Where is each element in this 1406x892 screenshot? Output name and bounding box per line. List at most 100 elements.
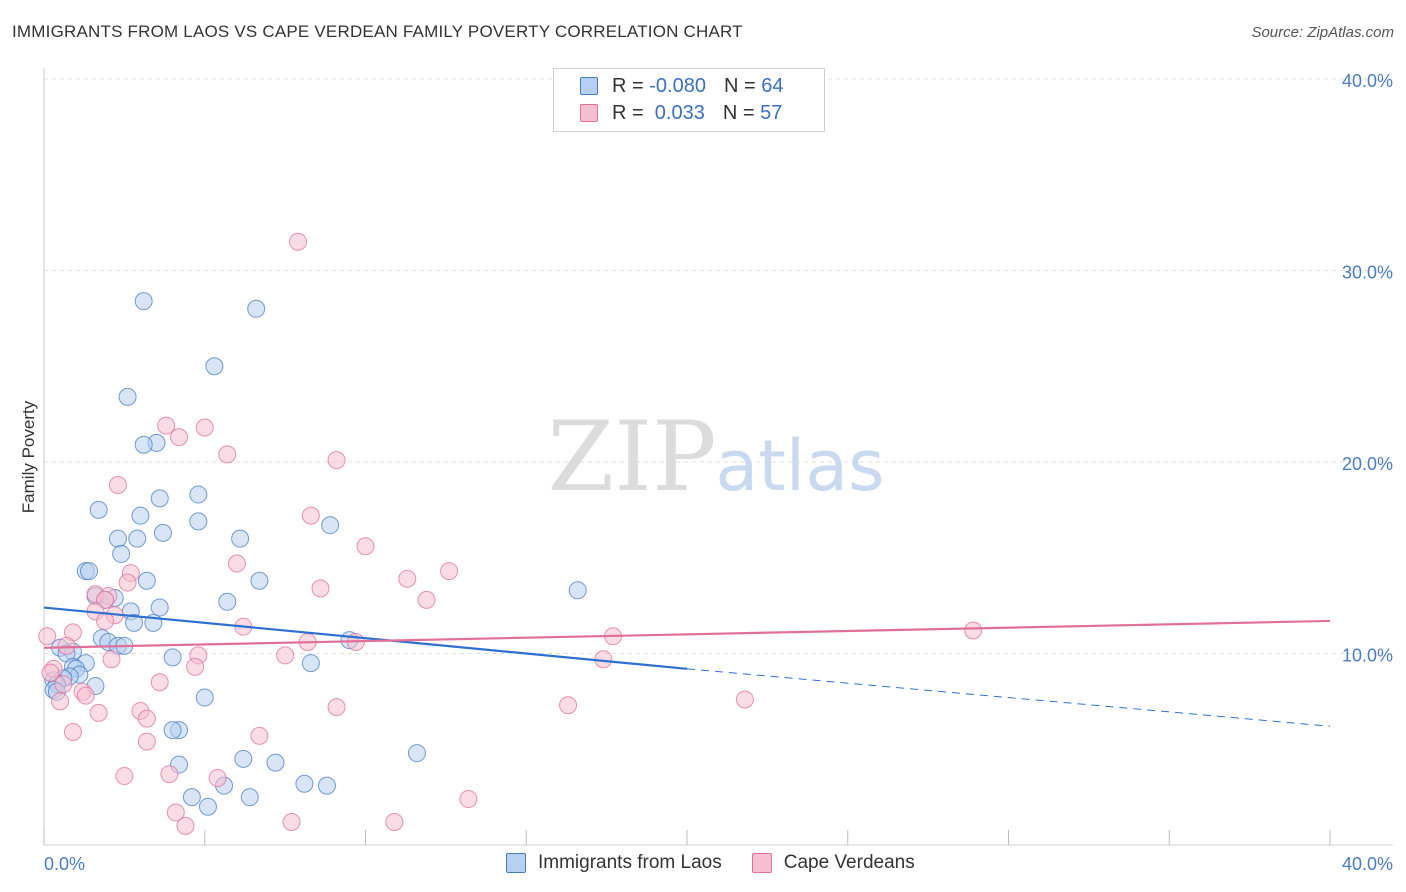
cape-verdean-point [218, 445, 237, 464]
cape-verdean-point [459, 790, 478, 809]
legend-label-cape-verdean: Cape Verdeans [783, 852, 915, 873]
cape-verdean-point [398, 569, 417, 588]
laos-point [153, 523, 172, 542]
cape-verdean-point [301, 506, 320, 525]
axes [43, 68, 1393, 846]
legend-n-value: 64 [761, 74, 784, 97]
cape-verdean-point [96, 590, 115, 609]
grid-lines [44, 78, 1393, 654]
cape-verdean-point [186, 657, 205, 676]
cape-verdean-point [89, 703, 108, 722]
watermark-zip: ZIP [547, 401, 716, 513]
cape-verdean-point [288, 232, 307, 251]
cape-verdean-swatch [580, 104, 598, 122]
laos-point [189, 512, 208, 531]
watermark-atlas: atlas [715, 425, 884, 507]
laos-point [317, 776, 336, 795]
cape-verdean-point [385, 813, 404, 832]
laos-point [568, 581, 587, 600]
laos-point [301, 654, 320, 673]
laos-point [198, 797, 217, 816]
laos-trend-line [43, 606, 688, 670]
cape-verdean-point [282, 813, 301, 832]
laos-point [163, 721, 182, 740]
data-points [38, 232, 983, 835]
laos-point [195, 688, 214, 707]
laos-point [189, 485, 208, 504]
cape-verdean-point [440, 562, 459, 581]
laos-point [112, 544, 131, 563]
laos-point [234, 749, 253, 768]
legend-n-label: N = [722, 101, 761, 124]
cape-verdean-point [38, 627, 57, 646]
cape-verdean-point [76, 686, 95, 705]
cape-verdean-trend-line [43, 619, 1331, 649]
cape-verdean-point [227, 554, 246, 573]
laos-point [128, 529, 147, 548]
laos-point [295, 774, 314, 793]
legend-item-cape-verdean[interactable]: Cape Verdeans [751, 852, 915, 874]
legend-n-label: N = [723, 74, 762, 97]
y-tick-label: 40.0% [1342, 71, 1393, 91]
y-tick-label: 10.0% [1342, 646, 1393, 666]
cape-verdean-point [118, 573, 137, 592]
cape-verdean-point [208, 768, 227, 787]
cape-verdean-point [137, 732, 156, 751]
watermark: ZIP atlas [547, 401, 884, 513]
correlation-legend: R = -0.080 N = 64 R = 0.033 N = 57 [553, 68, 825, 132]
series-legend: Immigrants from Laos Cape Verdeans [506, 852, 945, 874]
cape-verdean-point [102, 650, 121, 669]
trend-lines [43, 606, 1331, 727]
laos-point [407, 744, 426, 763]
cape-verdean-point [964, 621, 983, 640]
laos-point [231, 529, 250, 548]
y-axis-label: Family Poverty [19, 400, 38, 513]
cape-verdean-point [327, 451, 346, 470]
laos-point [125, 613, 144, 632]
cape-verdean-point [108, 475, 127, 494]
legend-r-value: -0.080 [649, 74, 706, 97]
laos-point [163, 648, 182, 667]
laos-point [89, 500, 108, 519]
cape-verdean-point [57, 636, 76, 655]
cape-verdean-point [176, 816, 195, 835]
tick-labels: 10.0% 20.0% 30.0% 40.0% 0.0% 40.0% [44, 71, 1393, 874]
y-tick-label: 30.0% [1342, 263, 1393, 283]
cape-verdean-point [51, 692, 70, 711]
laos-point [137, 571, 156, 590]
source-label: Source: ZipAtlas.com [1251, 24, 1394, 41]
laos-point [250, 571, 269, 590]
legend-item-laos[interactable]: Immigrants from Laos [506, 852, 722, 874]
y-tick-label: 20.0% [1342, 454, 1393, 474]
cape-verdean-point [195, 418, 214, 437]
laos-point [266, 753, 285, 772]
cape-verdean-point [170, 428, 189, 447]
cape-verdean-point [54, 675, 73, 694]
laos-point [134, 435, 153, 454]
cape-verdean-point [276, 646, 295, 665]
laos-point [118, 387, 137, 406]
cape-verdean-point [41, 663, 60, 682]
laos-point [80, 562, 99, 581]
cape-verdean-point [417, 590, 436, 609]
cape-verdean-point [327, 698, 346, 717]
cape-verdean-point [115, 767, 134, 786]
chart-title: IMMIGRANTS FROM LAOS VS CAPE VERDEAN FAM… [12, 22, 743, 41]
laos-point [205, 357, 224, 376]
cape-verdean-point [150, 673, 169, 692]
laos-swatch [580, 77, 598, 95]
cape-verdean-legend-swatch [751, 853, 772, 873]
laos-point [247, 299, 266, 318]
legend-row-laos: R = -0.080 N = 64 [580, 73, 783, 99]
laos-point [218, 592, 237, 611]
x-tick-label: 40.0% [1342, 854, 1393, 874]
laos-point [134, 292, 153, 311]
x-tick-label: 0.0% [44, 854, 85, 874]
legend-row-cape-verdean: R = 0.033 N = 57 [580, 100, 782, 126]
legend-label-laos: Immigrants from Laos [538, 852, 722, 873]
cape-verdean-point [559, 696, 578, 715]
cape-verdean-point [166, 803, 185, 822]
laos-trend-extension [686, 668, 1331, 727]
cape-verdean-point [311, 579, 330, 598]
cape-verdean-point [160, 765, 179, 784]
